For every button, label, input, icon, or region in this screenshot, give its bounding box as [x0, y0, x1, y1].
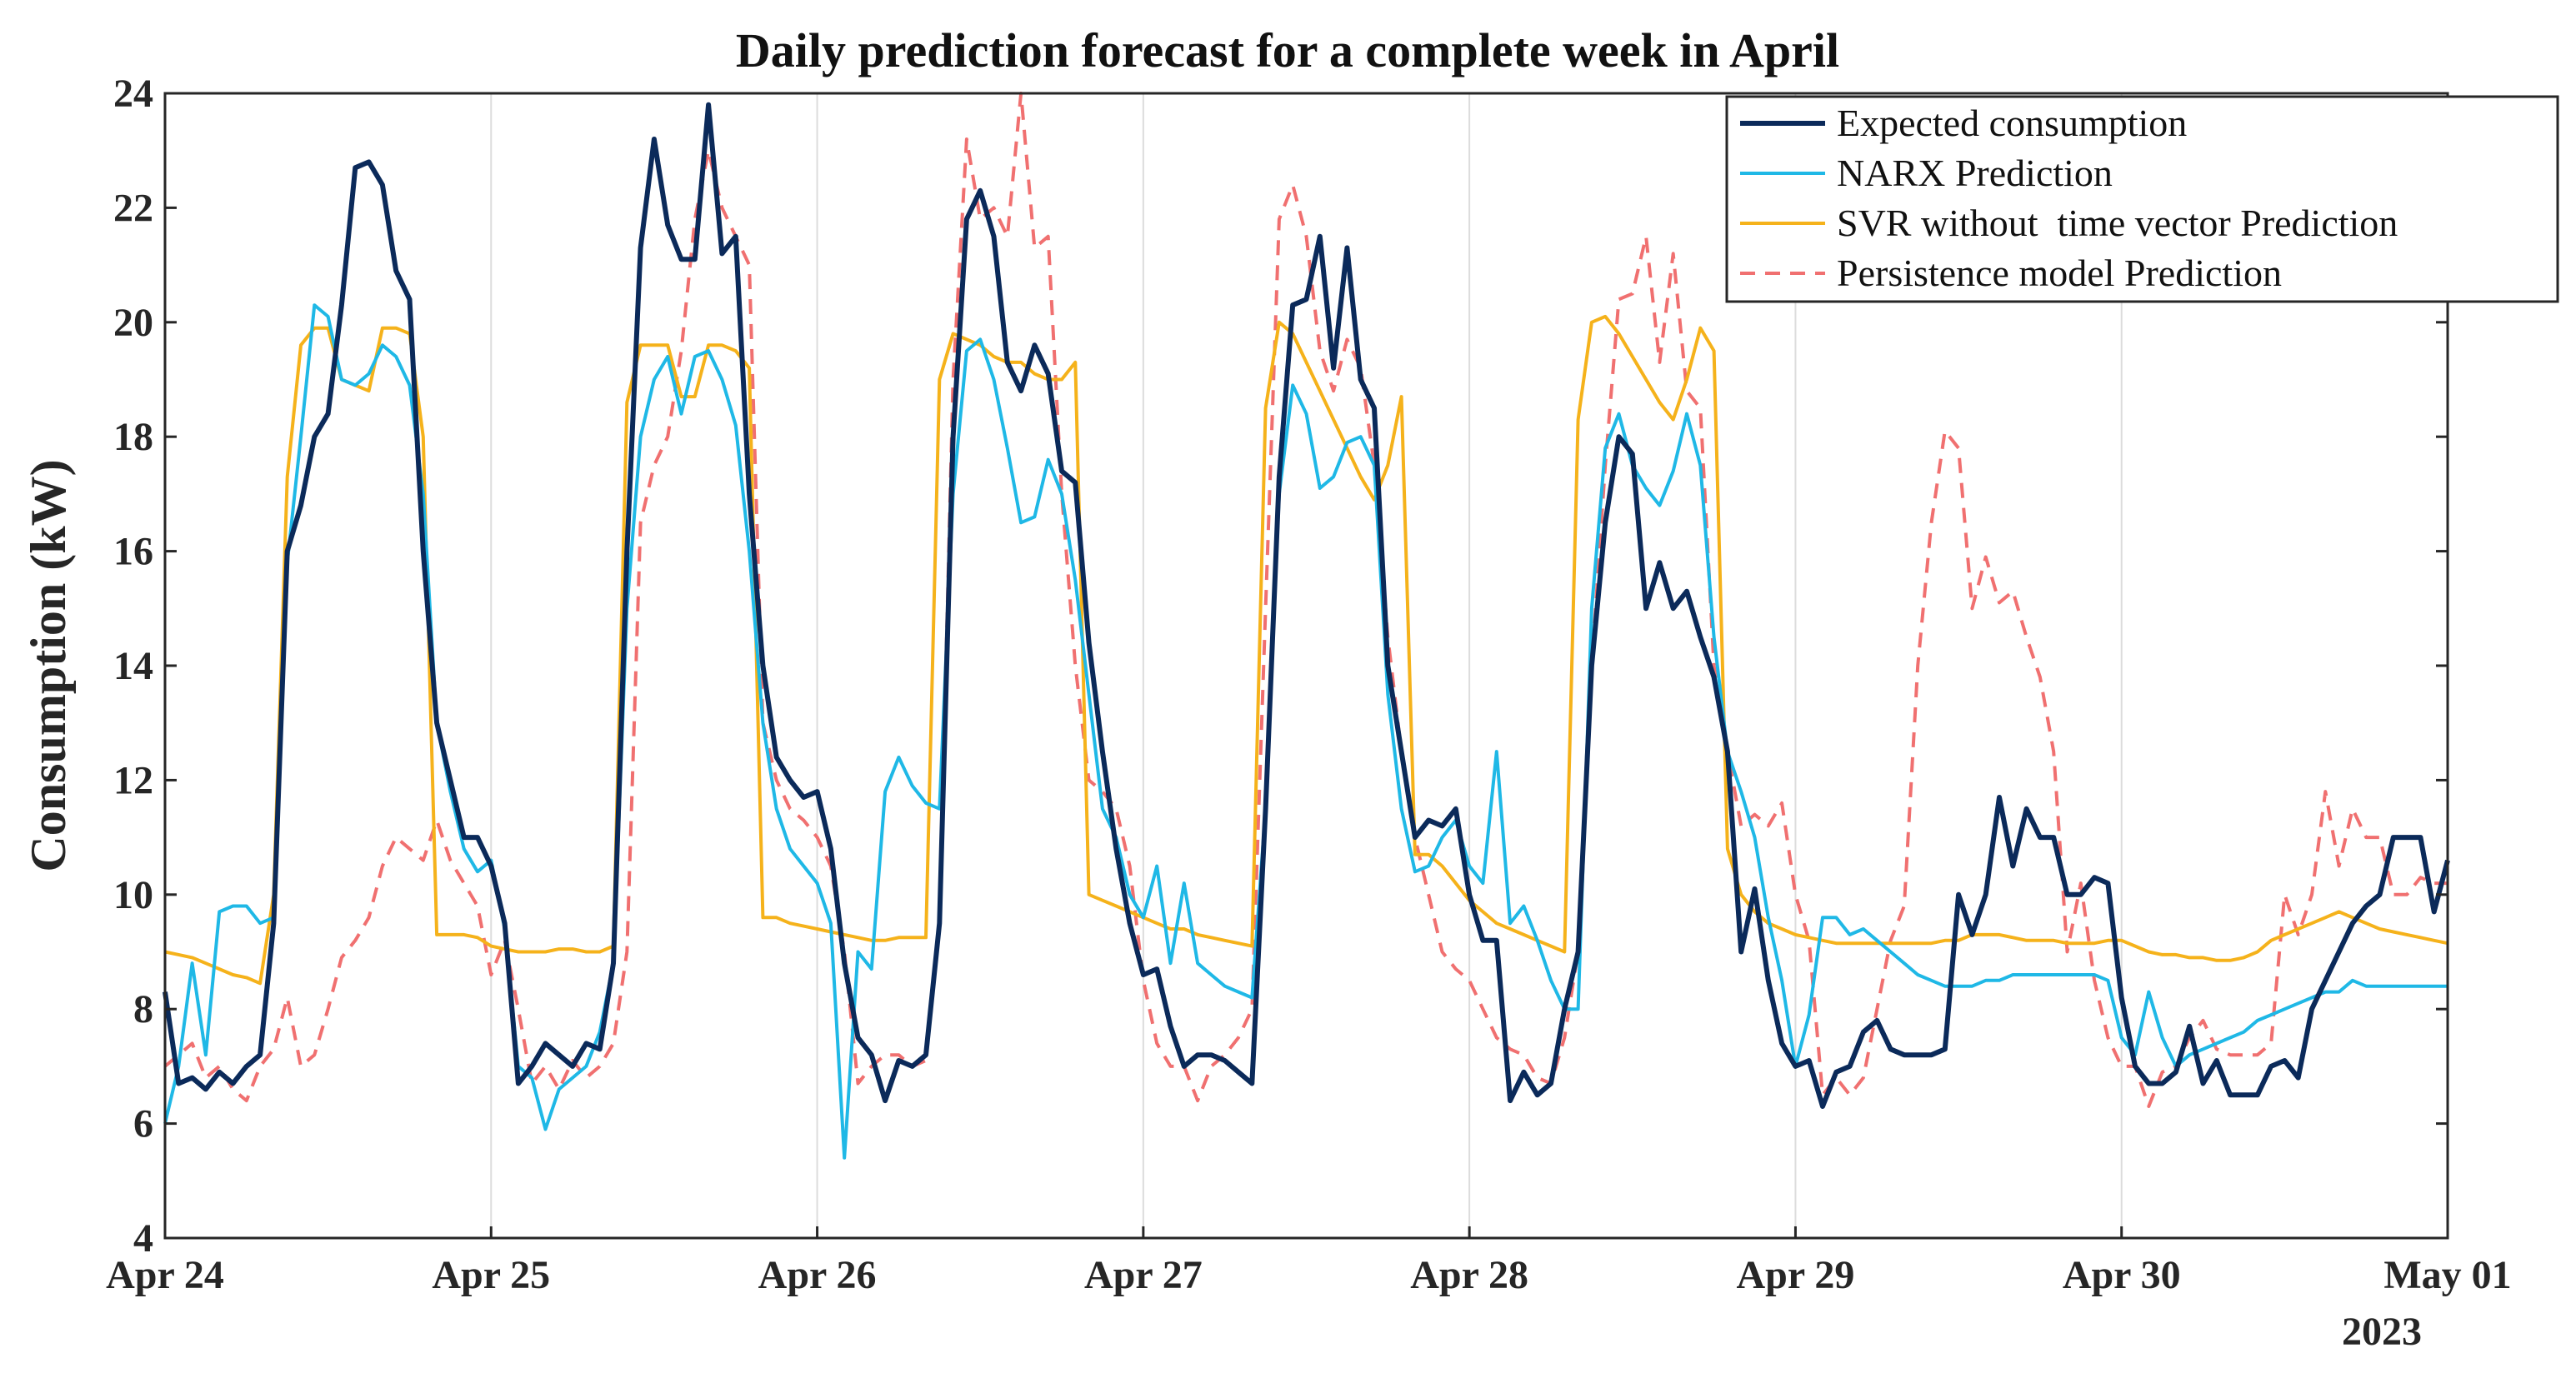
- y-axis-label: Consumption (kW): [21, 459, 76, 871]
- y-tick-label: 16: [113, 530, 153, 574]
- x-tick-label: May 01: [2383, 1253, 2511, 1297]
- x-tick-label: Apr 24: [106, 1253, 224, 1297]
- x-tick-label: Apr 25: [432, 1253, 550, 1297]
- y-tick-label: 22: [113, 186, 153, 230]
- legend-label: Expected consumption: [1837, 102, 2187, 144]
- x-tick-label: Apr 26: [758, 1253, 877, 1297]
- chart-title: Daily prediction forecast for a complete…: [736, 23, 1839, 77]
- legend: Expected consumption NARX Prediction SVR w…: [1725, 95, 2559, 303]
- x-axis: Apr 24 Apr 25 Apr 26 Apr 27 Apr 28 Apr 29 Apr …: [106, 1226, 2512, 1297]
- legend-box: [1725, 95, 2559, 303]
- y-tick-label: 10: [113, 873, 153, 917]
- y-tick-label: 18: [113, 415, 153, 459]
- series-line-narx-prediction: [163, 303, 2448, 1160]
- series-line-persistence-model-prediction: [163, 92, 2448, 1108]
- x-tick-label: Apr 28: [1410, 1253, 1528, 1297]
- x-tick-label: Apr 29: [1737, 1253, 1855, 1297]
- y-tick-label: 4: [133, 1216, 153, 1261]
- y-tick-label: 24: [113, 72, 153, 116]
- y-tick-label: 14: [113, 644, 153, 688]
- x-tick-label: Apr 27: [1084, 1253, 1203, 1297]
- y-tick-label: 6: [133, 1102, 153, 1146]
- y-tick-label: 20: [113, 301, 153, 345]
- legend-label: Persistence model Prediction: [1837, 252, 2282, 294]
- x-year-label: 2023: [2342, 1310, 2422, 1354]
- series-line-expected-consumption: [163, 102, 2450, 1109]
- y-tick-label: 12: [113, 758, 153, 802]
- y-tick-label: 8: [133, 987, 153, 1031]
- series-line-svr-without-time-vector-prediction: [164, 314, 2448, 986]
- y-axis: 4 6 8 10 12 14 16 18 20 22 24: [113, 72, 2448, 1261]
- legend-label: NARX Prediction: [1837, 152, 2113, 194]
- x-tick-label: Apr 30: [2063, 1253, 2181, 1297]
- series-group: [163, 92, 2450, 1160]
- legend-label: SVR without time vector Prediction: [1837, 202, 2398, 244]
